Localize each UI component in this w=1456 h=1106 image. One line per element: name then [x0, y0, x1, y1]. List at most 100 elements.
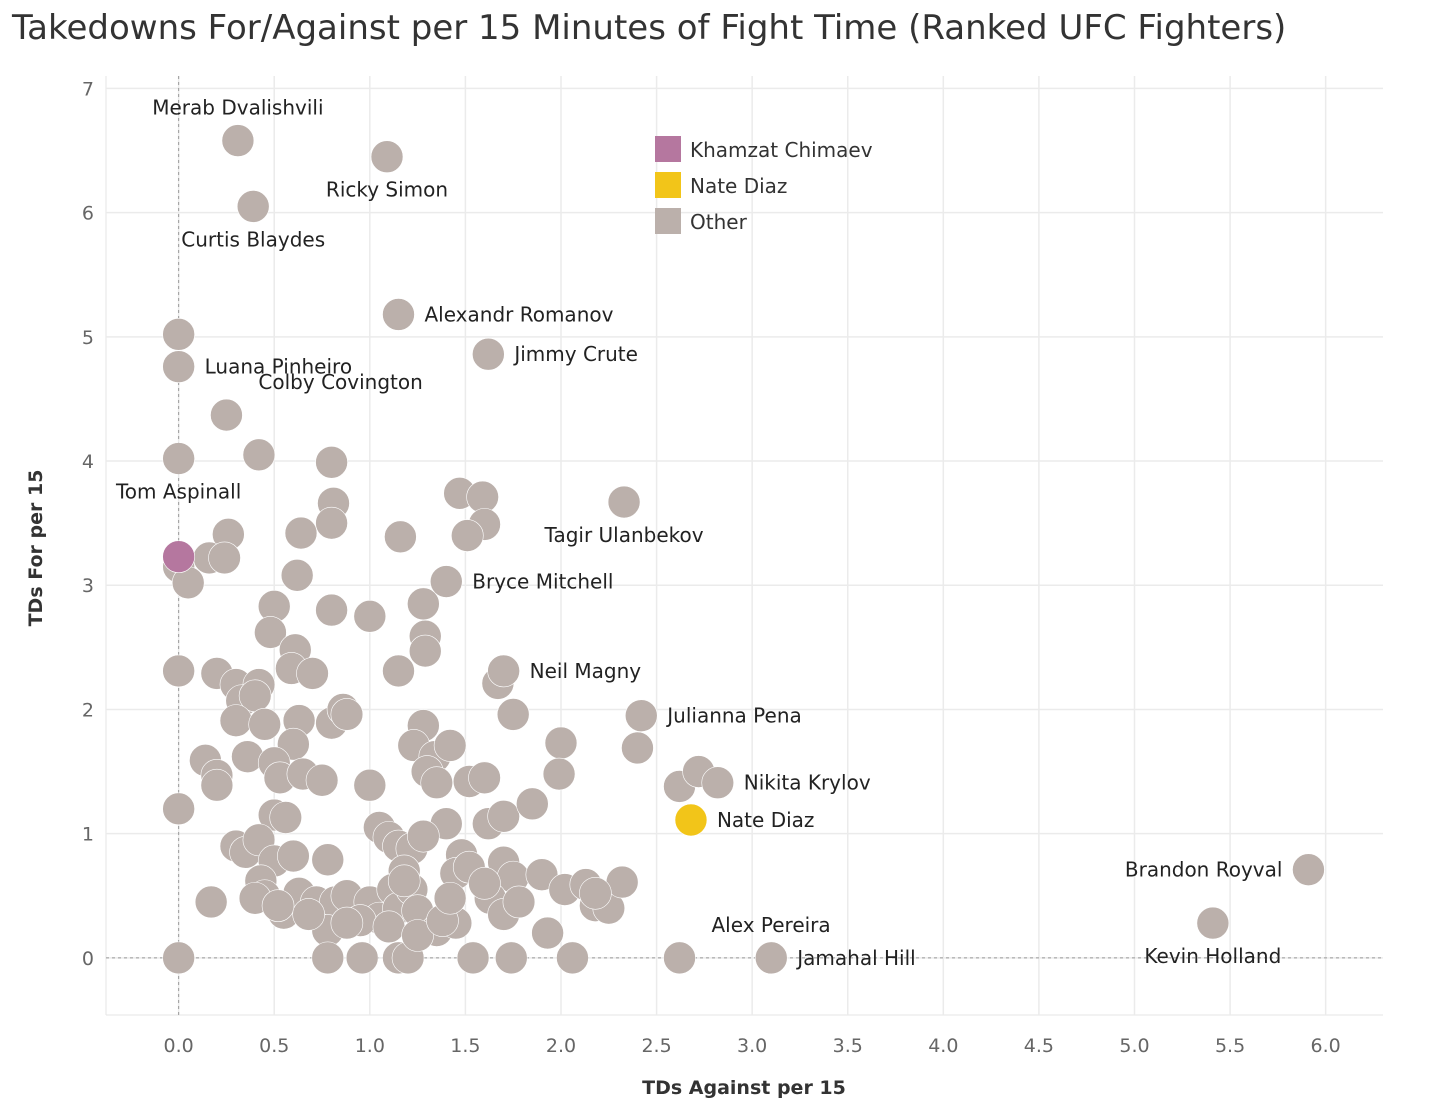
- data-point-other: [280, 559, 314, 592]
- legend: Khamzat Chimaev Nate Diaz Other: [655, 136, 873, 234]
- data-point-other: [429, 565, 463, 598]
- data-point-other: [387, 864, 421, 898]
- data-point-khamzat-chimaev: [162, 540, 195, 573]
- x-tick-label: 2.5: [641, 1035, 671, 1057]
- point-label: Tagir Ulanbekov: [544, 523, 704, 547]
- data-point-other: [433, 881, 467, 915]
- x-tick-label: 0.0: [164, 1035, 194, 1057]
- point-label: Merab Dvalishvili: [152, 96, 323, 120]
- data-point-other: [330, 906, 364, 940]
- x-tick-label: 4.0: [928, 1035, 958, 1057]
- x-tick-label: 2.0: [546, 1035, 576, 1057]
- y-axis-title: TDs For per 15: [25, 470, 47, 627]
- data-point-other: [162, 654, 195, 688]
- point-label: Curtis Blaydes: [181, 227, 325, 251]
- legend-swatch: [655, 136, 681, 162]
- x-tick-label: 5.5: [1215, 1035, 1245, 1057]
- data-point-other: [525, 858, 559, 891]
- data-point-other: [236, 190, 270, 223]
- legend-swatch: [655, 172, 681, 198]
- data-point-other: [194, 885, 228, 919]
- data-point-other: [472, 337, 505, 371]
- y-tick-label: 4: [82, 451, 94, 473]
- point-label: Tom Aspinall: [115, 480, 241, 504]
- data-point-other: [269, 801, 302, 834]
- point-label: Nikita Krylov: [744, 771, 871, 795]
- point-label: Kevin Holland: [1144, 944, 1281, 968]
- data-point-other: [502, 885, 536, 919]
- data-point-other: [607, 485, 641, 519]
- x-tick-label: 1.0: [355, 1035, 385, 1057]
- data-point-other: [754, 941, 788, 975]
- x-tick-label: 1.5: [450, 1035, 480, 1057]
- data-point-other: [242, 438, 276, 472]
- legend-label: Other: [690, 210, 748, 234]
- data-point-other: [544, 726, 578, 760]
- data-point-nate-diaz: [674, 803, 708, 837]
- data-point-other: [284, 516, 318, 550]
- data-point-other: [496, 698, 530, 731]
- point-label: Colby Covington: [258, 370, 422, 394]
- y-tick-label: 2: [82, 699, 94, 721]
- point-label: Jamahal Hill: [795, 946, 915, 970]
- legend-label: Nate Diaz: [690, 174, 787, 198]
- chart-title: Takedowns For/Against per 15 Minutes of …: [12, 8, 1287, 48]
- point-label: Jimmy Crute: [512, 342, 638, 366]
- data-point-other: [221, 124, 255, 157]
- data-point-other: [162, 442, 195, 475]
- data-point-other: [277, 839, 310, 873]
- y-tick-label: 6: [82, 203, 94, 225]
- point-label: Luana Pinheiro: [205, 355, 352, 379]
- data-point-other: [208, 541, 241, 575]
- data-point-other: [296, 657, 329, 690]
- data-point-other: [579, 876, 612, 910]
- data-point-other: [162, 318, 195, 351]
- data-point-other: [382, 298, 415, 331]
- data-point-other: [353, 599, 387, 633]
- x-tick-label: 4.5: [1024, 1035, 1054, 1057]
- data-point-other: [254, 616, 287, 649]
- data-point-other: [451, 519, 484, 552]
- point-label: Ricky Simon: [326, 178, 448, 202]
- data-point-other: [468, 867, 501, 900]
- data-point-other: [621, 731, 654, 765]
- data-point-other: [468, 761, 501, 795]
- data-point-other: [345, 941, 379, 975]
- data-point-other: [487, 654, 520, 688]
- data-point-other: [663, 941, 696, 975]
- data-point-other: [315, 593, 348, 627]
- data-point-other: [353, 768, 387, 802]
- data-point-other: [456, 941, 490, 975]
- data-point-other: [219, 704, 253, 737]
- data-point-other: [407, 587, 440, 621]
- legend-label: Khamzat Chimaev: [690, 138, 873, 162]
- data-point-other: [494, 941, 528, 975]
- data-point-other: [311, 941, 345, 975]
- data-point-other: [401, 919, 434, 952]
- data-point-other: [624, 699, 658, 732]
- data-point-other: [162, 350, 195, 383]
- data-point-other: [315, 445, 348, 479]
- data-point-other: [408, 634, 442, 668]
- x-axis-title: TDs Against per 15: [642, 1077, 846, 1099]
- point-label: Alexandr Romanov: [424, 302, 613, 326]
- data-point-other: [433, 729, 467, 762]
- y-tick-label: 5: [82, 327, 94, 349]
- data-point-other: [531, 916, 564, 950]
- point-label: Julianna Pena: [665, 704, 802, 728]
- x-tick-label: 5.0: [1119, 1035, 1149, 1057]
- data-point-other: [231, 740, 264, 773]
- data-point-other: [556, 941, 589, 975]
- data-point-other: [315, 506, 348, 540]
- x-tick-label: 3.0: [737, 1035, 767, 1057]
- data-point-other: [487, 799, 520, 833]
- data-point-other: [370, 140, 404, 174]
- data-points: [162, 124, 1325, 975]
- data-point-other: [200, 768, 234, 802]
- data-point-other: [542, 757, 576, 791]
- data-point-other: [382, 654, 415, 688]
- y-tick-label: 0: [82, 948, 94, 970]
- point-label: Neil Magny: [530, 659, 642, 683]
- y-tick-label: 1: [82, 824, 94, 846]
- data-point-other: [330, 698, 364, 731]
